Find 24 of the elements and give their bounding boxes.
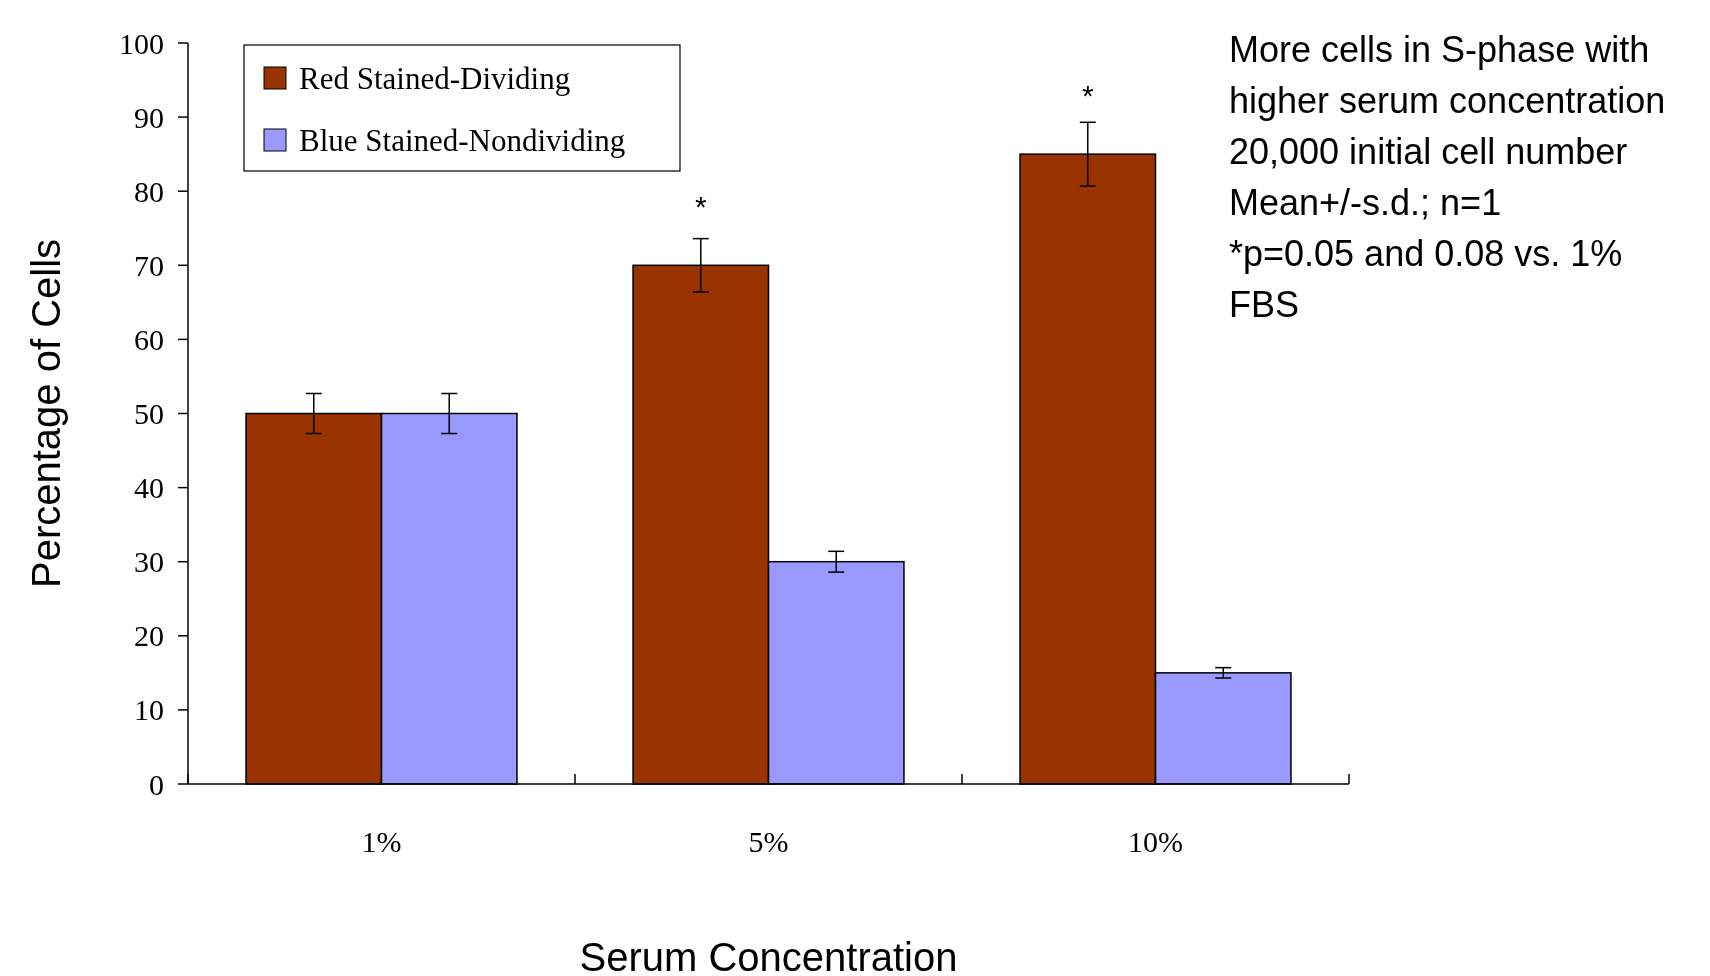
- legend-label: Red Stained-Dividing: [299, 60, 571, 96]
- y-tick-label: 100: [119, 26, 164, 60]
- y-tick-label: 70: [134, 248, 164, 282]
- legend-label: Blue Stained-Nondividing: [299, 122, 626, 158]
- annotation: More cells in S-phase with higher serum concentration: [1229, 29, 1666, 121]
- y-tick-label: 40: [134, 471, 164, 505]
- annotation: *p=0.05 and 0.08 vs. 1% FBS: [1229, 233, 1623, 325]
- x-tick-label: 1%: [361, 825, 402, 858]
- annotation: *: [694, 190, 707, 224]
- y-tick-label: 10: [134, 693, 164, 727]
- annotation: *: [1081, 79, 1094, 113]
- y-tick-label: 60: [134, 322, 164, 356]
- x-tick-label: 10%: [1128, 825, 1183, 858]
- annotation: 20,000 initial cell number: [1229, 131, 1628, 172]
- y-tick-label: 20: [134, 619, 164, 653]
- y-axis-title: Percentage of Cells: [24, 238, 68, 589]
- y-tick-label: 30: [134, 545, 164, 579]
- y-tick-label: 80: [134, 174, 164, 208]
- y-tick-label: 50: [134, 397, 164, 430]
- y-tick-label: 0: [149, 767, 164, 801]
- x-tick-label: 5%: [748, 825, 789, 858]
- annotation: Mean+/-s.d.; n=1: [1229, 182, 1502, 223]
- y-tick-label: 90: [134, 100, 164, 134]
- x-axis-title: Serum Concentration: [579, 935, 958, 976]
